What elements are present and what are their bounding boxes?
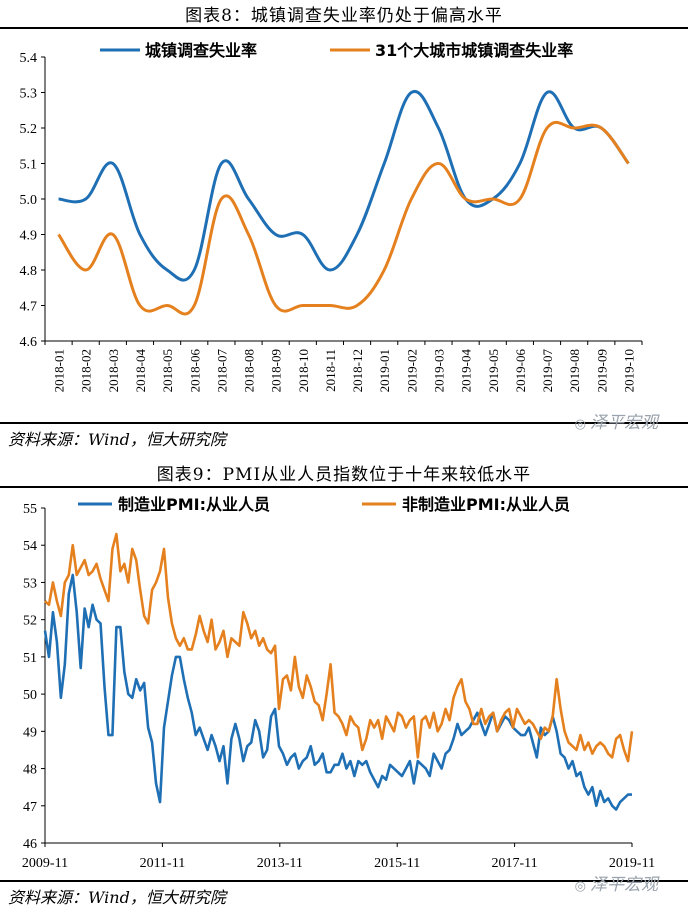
chart1-x-tick-label: 2019-03 <box>431 349 446 392</box>
chart2-legend: 制造业PMI:从业人员 非制造业PMI:从业人员 <box>78 495 570 514</box>
chart1-legend: 城镇调查失业率 31个大城市城镇调查失业率 <box>100 41 573 60</box>
chart2-top-rule <box>0 486 688 488</box>
chart2-x-tick-label: 2013-11 <box>257 856 303 871</box>
chart1-series-line-0 <box>58 89 630 282</box>
chart2-x-tick-label: 2017-11 <box>492 856 538 871</box>
chart2-bottom-rule <box>0 880 688 882</box>
chart1-x-tick-label: 2019-10 <box>621 349 636 392</box>
chart1-x-tick-label: 2018-06 <box>187 349 202 393</box>
chart1-x-tick-label: 2018-05 <box>160 349 175 392</box>
chart2-x-tick-label: 2011-11 <box>140 856 186 871</box>
chart1-x-tick-label: 2018-11 <box>323 349 338 392</box>
chart2-y-tick-label: 50 <box>23 688 37 703</box>
chart1-y-tick-label: 4.8 <box>20 264 38 279</box>
chart1-x-tick-label: 2018-09 <box>269 349 284 392</box>
chart1-x-tick-label: 2019-04 <box>459 349 474 393</box>
chart2-series <box>43 532 634 811</box>
wechat-icon: ◎ <box>574 879 586 894</box>
chart1-title: 图表8：城镇调查失业率仍处于偏高水平 <box>185 6 503 26</box>
chart1-x-tick-label: 2019-02 <box>404 349 419 392</box>
chart2-legend-label-1: 非制造业PMI:从业人员 <box>402 495 570 514</box>
chart1-x-tick-label: 2018-10 <box>296 349 311 392</box>
chart1-series <box>57 89 630 316</box>
chart1-x-tick-label: 2018-03 <box>106 349 121 392</box>
chart1-x-tick-label: 2019-09 <box>594 349 609 392</box>
chart2-y-tick-label: 52 <box>23 614 37 629</box>
chart2-legend-label-0: 制造业PMI:从业人员 <box>118 495 270 514</box>
chart1-source: 资料来源：Wind，恒大研究院 <box>8 430 226 449</box>
chart1-x-tick-label: 2019-06 <box>513 349 528 393</box>
chart1-x-tick-label: 2019-01 <box>377 349 392 392</box>
chart1-x-tick-label: 2018-08 <box>242 349 257 392</box>
chart2-plot: 46 47 48 49 50 51 52 53 54 55 2009-11 2011-11 2013-1… <box>22 495 655 871</box>
chart1-x-tick-label: 2018-04 <box>133 349 148 393</box>
chart2-y-tick-label: 47 <box>23 800 37 815</box>
chart2-x-tick-label: 2015-11 <box>374 856 420 871</box>
chart1-legend-label-0: 城镇调查失业率 <box>145 41 257 60</box>
chart2-axes: 46 47 48 49 50 51 52 53 54 55 2009-11 2011-11 2013-1… <box>22 502 655 871</box>
chart1-plot: 4.6 4.7 4.8 4.9 5.0 5.1 5.2 5.3 5.4 2018-01 2018-0… <box>20 41 643 392</box>
chart2-series-line-1 <box>44 532 634 763</box>
chart2-y-tick-label: 51 <box>23 651 37 666</box>
chart2-y-tick-label: 55 <box>23 502 37 517</box>
wechat-icon: ◎ <box>574 417 586 432</box>
chart2-y-tick-label: 46 <box>23 837 37 852</box>
chart1-y-tick-label: 5.1 <box>20 158 38 173</box>
chart2-y-tick-label: 53 <box>23 576 37 591</box>
chart1-x-tick-label: 2019-08 <box>567 349 582 392</box>
chart1-y-tick-label: 4.7 <box>20 300 38 315</box>
chart1-watermark: ◎ 泽平宏观 <box>574 413 658 433</box>
chart1-x-tick-label: 2019-07 <box>540 349 555 393</box>
chart1-series-line-1 <box>57 120 630 316</box>
chart2-title: 图表9：PMI从业人员指数位于十年来较低水平 <box>156 465 532 485</box>
chart1-bottom-rule <box>0 422 688 424</box>
chart1-x-tick-label: 2018-07 <box>214 349 229 393</box>
chart1-x-tick-label: 2018-12 <box>350 349 365 392</box>
chart1-y-tick-label: 4.9 <box>20 229 38 244</box>
chart2-source: 资料来源：Wind，恒大研究院 <box>8 888 226 907</box>
chart1-legend-label-1: 31个大城市城镇调查失业率 <box>375 41 573 60</box>
chart2-y-tick-label: 49 <box>23 725 37 740</box>
chart1-top-rule <box>0 27 688 29</box>
chart2-x-tick-label: 2009-11 <box>22 856 68 871</box>
chart1-axes: 4.6 4.7 4.8 4.9 5.0 5.1 5.2 5.3 5.4 2018-01 2018-0… <box>20 51 643 392</box>
chart1-y-tick-label: 5.0 <box>20 193 38 208</box>
chart1-y-tick-label: 4.6 <box>20 335 38 350</box>
chart2-watermark: ◎ 泽平宏观 <box>574 875 658 895</box>
chart1-x-tick-label: 2019-05 <box>486 349 501 392</box>
chart1-y-tick-label: 5.2 <box>20 122 38 137</box>
chart2-series-line-0 <box>43 573 632 811</box>
chart2-x-tick-label: 2019-11 <box>609 856 655 871</box>
chart2-y-tick-label: 48 <box>23 763 37 778</box>
chart1-x-tick-label: 2018-02 <box>79 349 94 392</box>
chart1-x-tick-label: 2018-01 <box>52 349 67 392</box>
chart1-y-tick-label: 5.4 <box>20 51 38 66</box>
chart2-y-tick-label: 54 <box>23 539 37 554</box>
chart1-y-tick-label: 5.3 <box>20 87 38 102</box>
